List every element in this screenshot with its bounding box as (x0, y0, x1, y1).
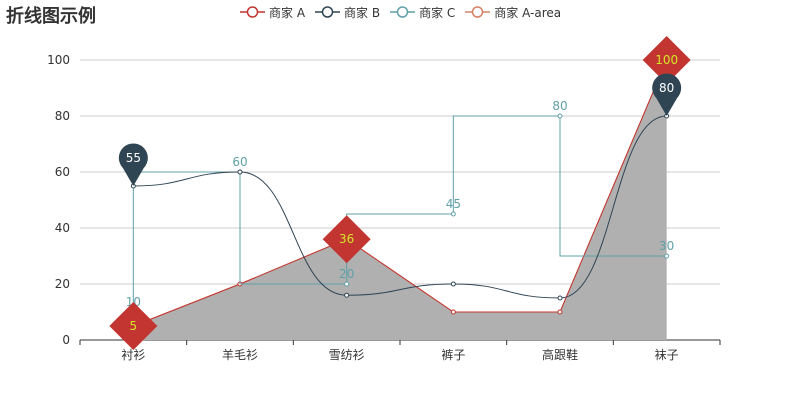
mark-point-label: 36 (339, 232, 354, 246)
series-area (130, 57, 670, 340)
data-point (237, 169, 243, 175)
data-point (557, 309, 563, 315)
legend-item[interactable]: 商家 B (315, 4, 380, 21)
x-tick-label: 雪纺衫 (329, 348, 365, 362)
y-tick-label: 0 (62, 333, 70, 347)
mark-point-label: 55 (126, 151, 141, 165)
data-point (450, 211, 456, 217)
mark-point-diamond (109, 302, 158, 350)
y-tick-label: 60 (55, 165, 70, 179)
data-label: 80 (552, 99, 567, 113)
x-tick-label: 裤子 (441, 348, 465, 362)
y-tick-label: 40 (55, 221, 70, 235)
mark-point-pin (118, 143, 148, 186)
series-line (133, 59, 668, 327)
x-tick-label: 羊毛衫 (222, 347, 258, 362)
x-tick-label: 高跟鞋 (542, 347, 578, 362)
data-point (557, 113, 563, 119)
y-tick-label: 80 (55, 109, 70, 123)
legend-line-icon (240, 6, 265, 18)
y-tick-label: 20 (55, 277, 70, 291)
mark-point-label: 100 (655, 53, 678, 67)
series-line (132, 115, 667, 312)
mark-point-label: 5 (130, 319, 138, 333)
legend-label: 商家 C (419, 5, 456, 20)
data-point (557, 295, 563, 301)
data-label: 45 (446, 197, 461, 211)
legend-item[interactable]: 商家 C (390, 4, 455, 21)
legend-item[interactable]: 商家 A (240, 4, 305, 21)
legend-label: 商家 A-area (494, 5, 562, 20)
legend-line-icon (315, 6, 341, 18)
data-point (344, 292, 350, 298)
data-point (450, 309, 456, 315)
x-axis: 衬衫 羊毛衫 雪纺衫 裤子 高跟鞋 袜子 (79, 339, 721, 362)
mark-points-a: 5 36 100 (109, 36, 691, 350)
data-point (450, 281, 456, 287)
data-label: 20 (339, 267, 354, 281)
x-tick-label: 衬衫 (121, 348, 145, 362)
legend-item[interactable]: 商家 A-area (465, 4, 561, 21)
data-label: 60 (232, 155, 247, 169)
legend: 商家 A 商家 B 商家 C 商家 A-area (240, 3, 561, 21)
legend-line-icon (390, 6, 416, 18)
legend-line-icon (465, 6, 491, 18)
mark-point-pin (652, 73, 682, 116)
x-tick-label: 袜子 (655, 348, 679, 362)
data-point (344, 281, 350, 287)
legend-label: 商家 A (269, 5, 306, 20)
legend-label: 商家 B (344, 5, 381, 20)
y-tick-label: 100 (47, 53, 70, 67)
mark-point-diamond (642, 36, 691, 84)
area-fill (133, 60, 667, 340)
data-label: 30 (659, 239, 674, 253)
series-c: 106020458030 (126, 99, 674, 315)
chart-title: 折线图示例 (6, 6, 96, 27)
mark-points-b: 55 80 (118, 73, 682, 186)
mark-point-label: 80 (659, 81, 674, 95)
mark-point-diamond (322, 215, 371, 264)
data-point (664, 253, 670, 259)
